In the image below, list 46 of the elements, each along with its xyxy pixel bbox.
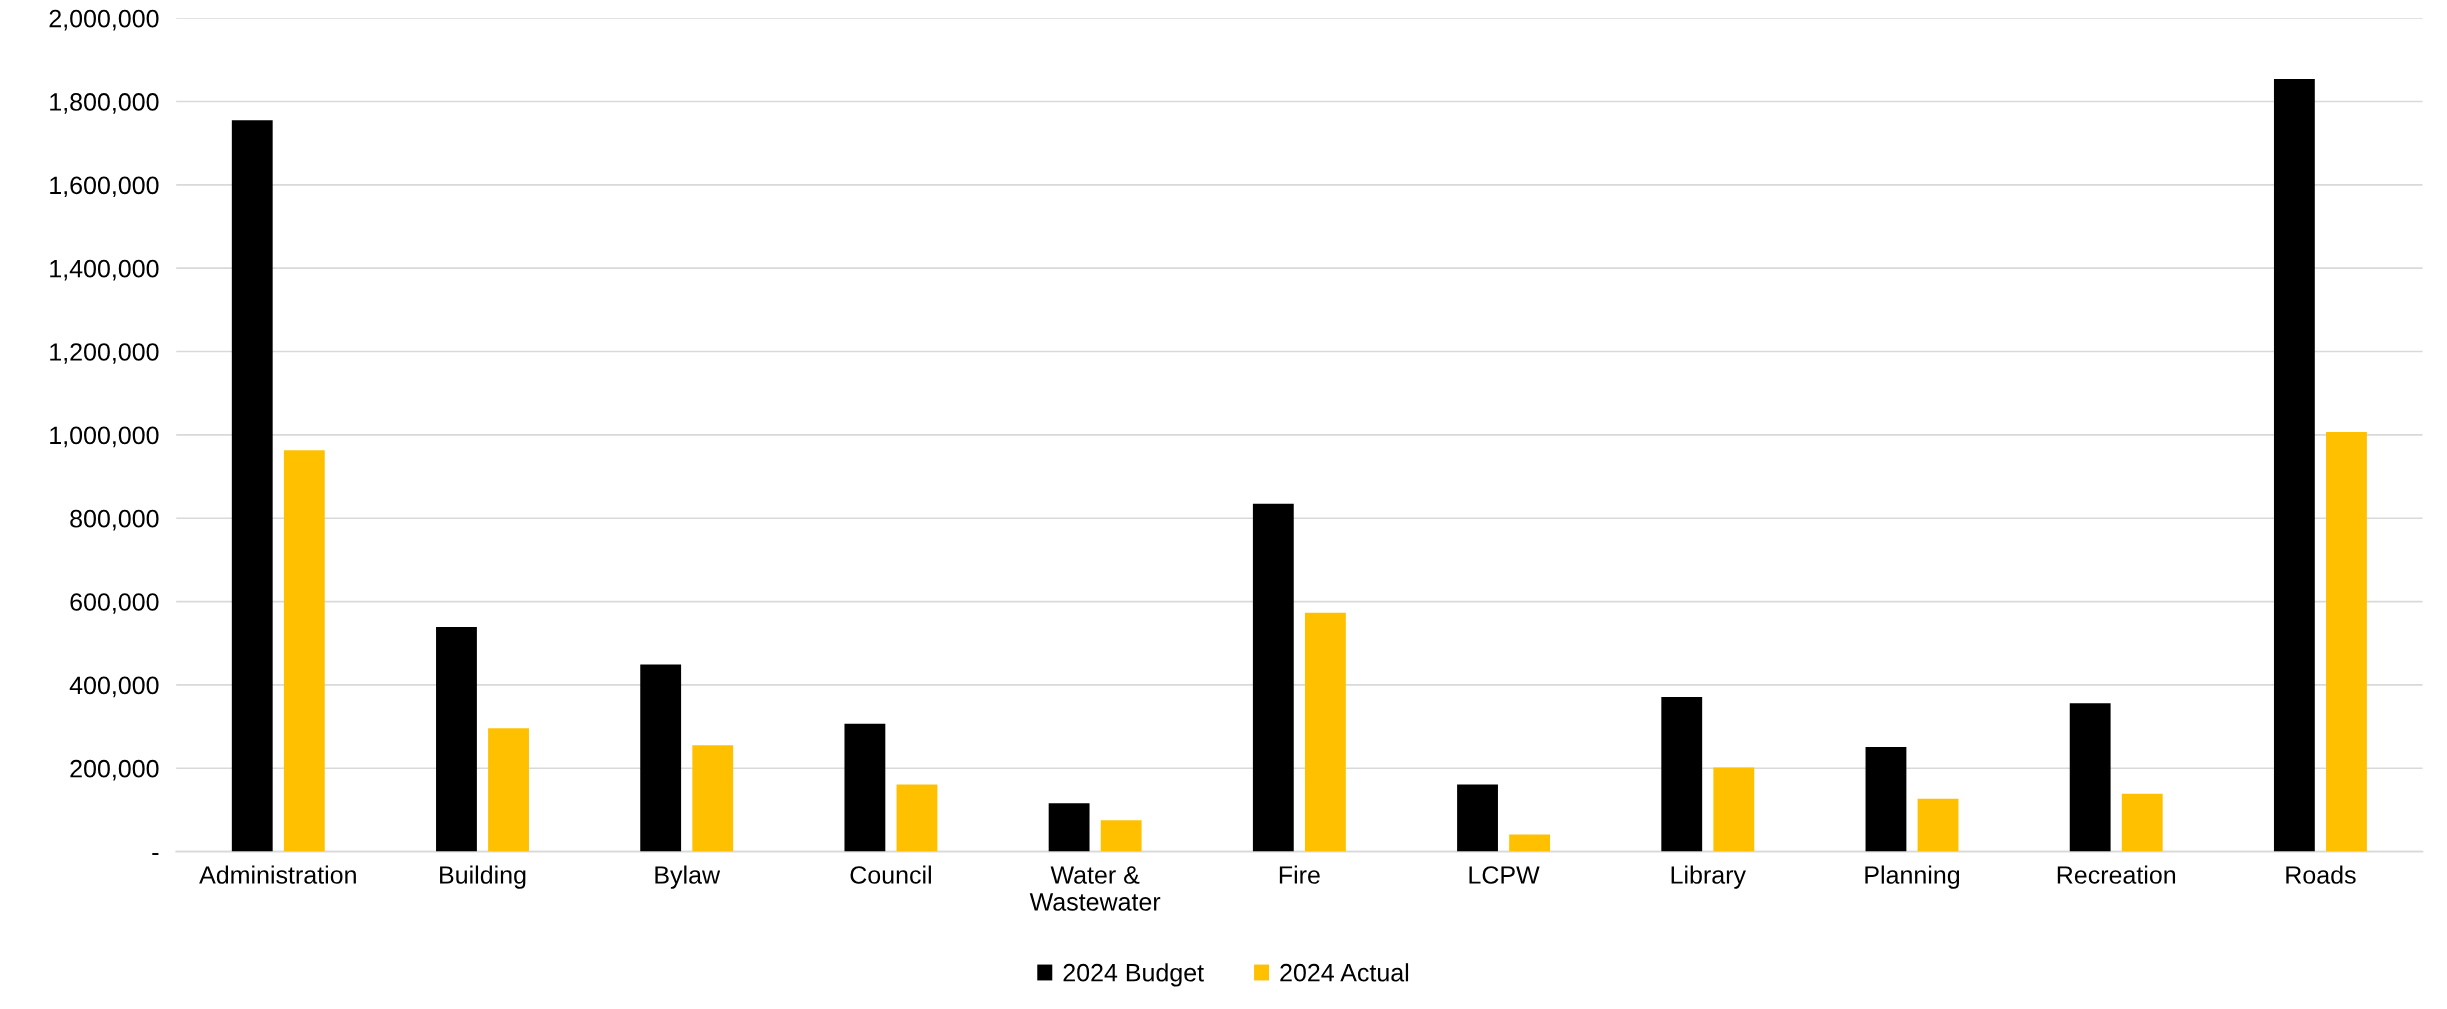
bar: [1865, 747, 1907, 852]
y-tick-label: 1,600,000: [50, 176, 159, 198]
y-tick-label: 1,800,000: [50, 93, 159, 114]
y-tick-label: 1,400,000: [50, 259, 159, 281]
bar: [844, 723, 886, 852]
y-tick-label: 400,000: [69, 676, 159, 698]
y-tick-label: 600,000: [70, 593, 159, 614]
bar: [1661, 696, 1703, 852]
x-tick-label: Building: [440, 865, 526, 889]
x-tick-label: Library: [1671, 865, 1746, 889]
legend-label: 2024 Actual: [1280, 963, 1409, 982]
x-tick-label: Administration: [199, 865, 356, 884]
x-tick-label: Planning: [1865, 865, 1960, 889]
bar: [231, 120, 273, 852]
bar: [1917, 798, 1959, 852]
bar: [1252, 503, 1294, 852]
bar: [2121, 793, 2163, 852]
bar: [896, 784, 938, 852]
bar: [1304, 612, 1346, 852]
x-tick-label: Council: [850, 865, 931, 884]
bar: [1509, 834, 1551, 852]
bar: [692, 745, 734, 852]
y-tick-label: 2,000,000: [49, 9, 159, 31]
x-tick-label: Water & Wastewater: [1029, 866, 1161, 911]
bar: [1457, 784, 1498, 852]
bar: [283, 450, 325, 852]
x-tick-label: Bylaw: [655, 865, 721, 889]
bar: [640, 664, 682, 852]
y-tick-label: 1,200,000: [50, 343, 159, 364]
bar: [488, 728, 529, 852]
x-tick-label: Fire: [1279, 865, 1320, 884]
x-tick-label: LCPW: [1469, 866, 1540, 884]
bar: [1048, 803, 1090, 852]
bar: [2326, 431, 2367, 852]
bar: [1713, 767, 1755, 852]
bar: [436, 626, 477, 852]
x-tick-label: Roads: [2286, 865, 2356, 884]
y-tick-label: 1,000,000: [50, 426, 159, 448]
bar: [2273, 79, 2315, 852]
y-tick-label: 800,000: [70, 509, 159, 531]
x-tick-label: Recreation: [2057, 865, 2176, 884]
bar: [2069, 703, 2111, 852]
bar: [1100, 820, 1142, 852]
y-tick-label: -: [152, 853, 159, 855]
y-tick-label: 200,000: [70, 759, 159, 781]
legend-label: 2024 Budget: [1063, 963, 1204, 987]
